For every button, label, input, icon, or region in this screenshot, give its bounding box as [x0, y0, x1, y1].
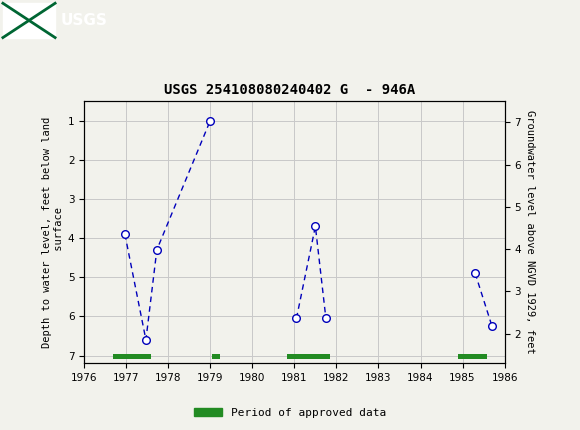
Bar: [212, 354, 219, 359]
Legend: Period of approved data: Period of approved data: [190, 403, 390, 422]
Bar: [113, 354, 151, 359]
Bar: [3, 3, 55, 37]
Text: USGS: USGS: [61, 13, 108, 28]
Bar: [287, 354, 330, 359]
Bar: [458, 354, 487, 359]
Text: USGS 254108080240402 G  - 946A: USGS 254108080240402 G - 946A: [164, 83, 416, 97]
Y-axis label: Groundwater level above NGVD 1929, feet: Groundwater level above NGVD 1929, feet: [525, 111, 535, 354]
Y-axis label: Depth to water level, feet below land
 surface: Depth to water level, feet below land su…: [42, 117, 64, 348]
